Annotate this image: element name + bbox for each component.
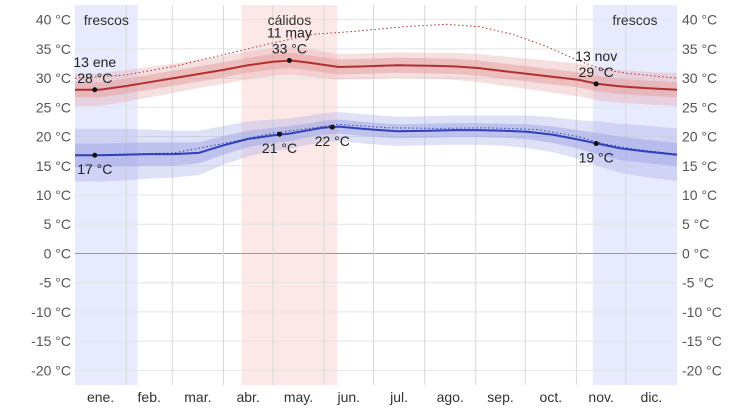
y-tick-label-right: -5 °C [682, 275, 714, 291]
y-tick-label-left: 10 °C [36, 187, 71, 203]
annotation-label: 13 nov [575, 48, 617, 64]
season-band-label: cálidos [268, 12, 312, 28]
y-tick-label-right: 20 °C [682, 129, 717, 145]
y-tick-label-left: 15 °C [36, 158, 71, 174]
annotation-dot [593, 141, 599, 147]
annotation-label: 21 °C [262, 140, 297, 156]
y-tick-label-left: 30 °C [36, 70, 71, 86]
y-tick-label-left: -20 °C [31, 362, 71, 378]
annotation-label: 28 °C [77, 70, 112, 86]
annotation-dot [92, 87, 98, 93]
month-label: dic. [641, 389, 663, 405]
min-temp-line [75, 125, 678, 157]
y-tick-label-right: -20 °C [682, 362, 722, 378]
max-temp-dotted-line [74, 23, 678, 79]
y-tick-label-left: 5 °C [44, 216, 71, 232]
max-temp-line [75, 59, 678, 91]
y-tick-label-left: -15 °C [31, 333, 71, 349]
month-label: sep. [487, 389, 513, 405]
month-label: ago. [437, 389, 464, 405]
annotation-dot [286, 58, 292, 64]
y-tick-label-left: 20 °C [36, 129, 71, 145]
y-tick-label-left: 0 °C [44, 245, 71, 261]
month-label: ene. [87, 389, 114, 405]
annotation-label: 19 °C [579, 150, 614, 166]
y-tick-label-left: 25 °C [36, 99, 71, 115]
season-band-label: frescos [612, 12, 657, 28]
annotation-dot [593, 81, 599, 87]
month-label: may. [284, 389, 313, 405]
y-tick-label-right: 10 °C [682, 187, 717, 203]
annotation-label: 33 °C [272, 41, 307, 57]
y-tick-label-right: -15 °C [682, 333, 722, 349]
month-label: jul. [389, 389, 408, 405]
annotation-dot [329, 124, 335, 130]
month-label: mar. [184, 389, 211, 405]
annotation-dot [277, 131, 283, 137]
annotation-label: 13 ene [73, 54, 116, 70]
month-label: feb. [138, 389, 161, 405]
season-band-label: frescos [84, 12, 129, 28]
month-label: abr. [236, 389, 259, 405]
annotation-label: 11 may [267, 25, 312, 41]
y-tick-label-right: 25 °C [682, 99, 717, 115]
month-label: nov. [588, 389, 613, 405]
max-temp-outer-band [75, 46, 677, 107]
y-tick-label-left: -10 °C [31, 304, 71, 320]
annotation-label: 29 °C [579, 64, 614, 80]
y-tick-label-right: 30 °C [682, 70, 717, 86]
y-tick-label-right: 40 °C [682, 12, 717, 28]
month-label: jun. [336, 389, 360, 405]
y-tick-label-right: 0 °C [682, 245, 709, 261]
max-temp-inner-band [75, 52, 677, 98]
annotation-label: 17 °C [77, 161, 112, 177]
y-tick-label-right: -10 °C [682, 304, 722, 320]
annotation-dot [92, 152, 98, 158]
y-tick-label-right: 35 °C [682, 41, 717, 57]
month-label: oct. [540, 389, 563, 405]
min-temp-dotted-line [74, 123, 678, 156]
y-tick-label-left: 40 °C [36, 12, 71, 28]
y-tick-label-right: 5 °C [682, 216, 709, 232]
annotation-label: 22 °C [315, 133, 350, 149]
y-tick-label-left: -5 °C [39, 275, 71, 291]
y-tick-label-right: 15 °C [682, 158, 717, 174]
y-tick-label-left: 35 °C [36, 41, 71, 57]
